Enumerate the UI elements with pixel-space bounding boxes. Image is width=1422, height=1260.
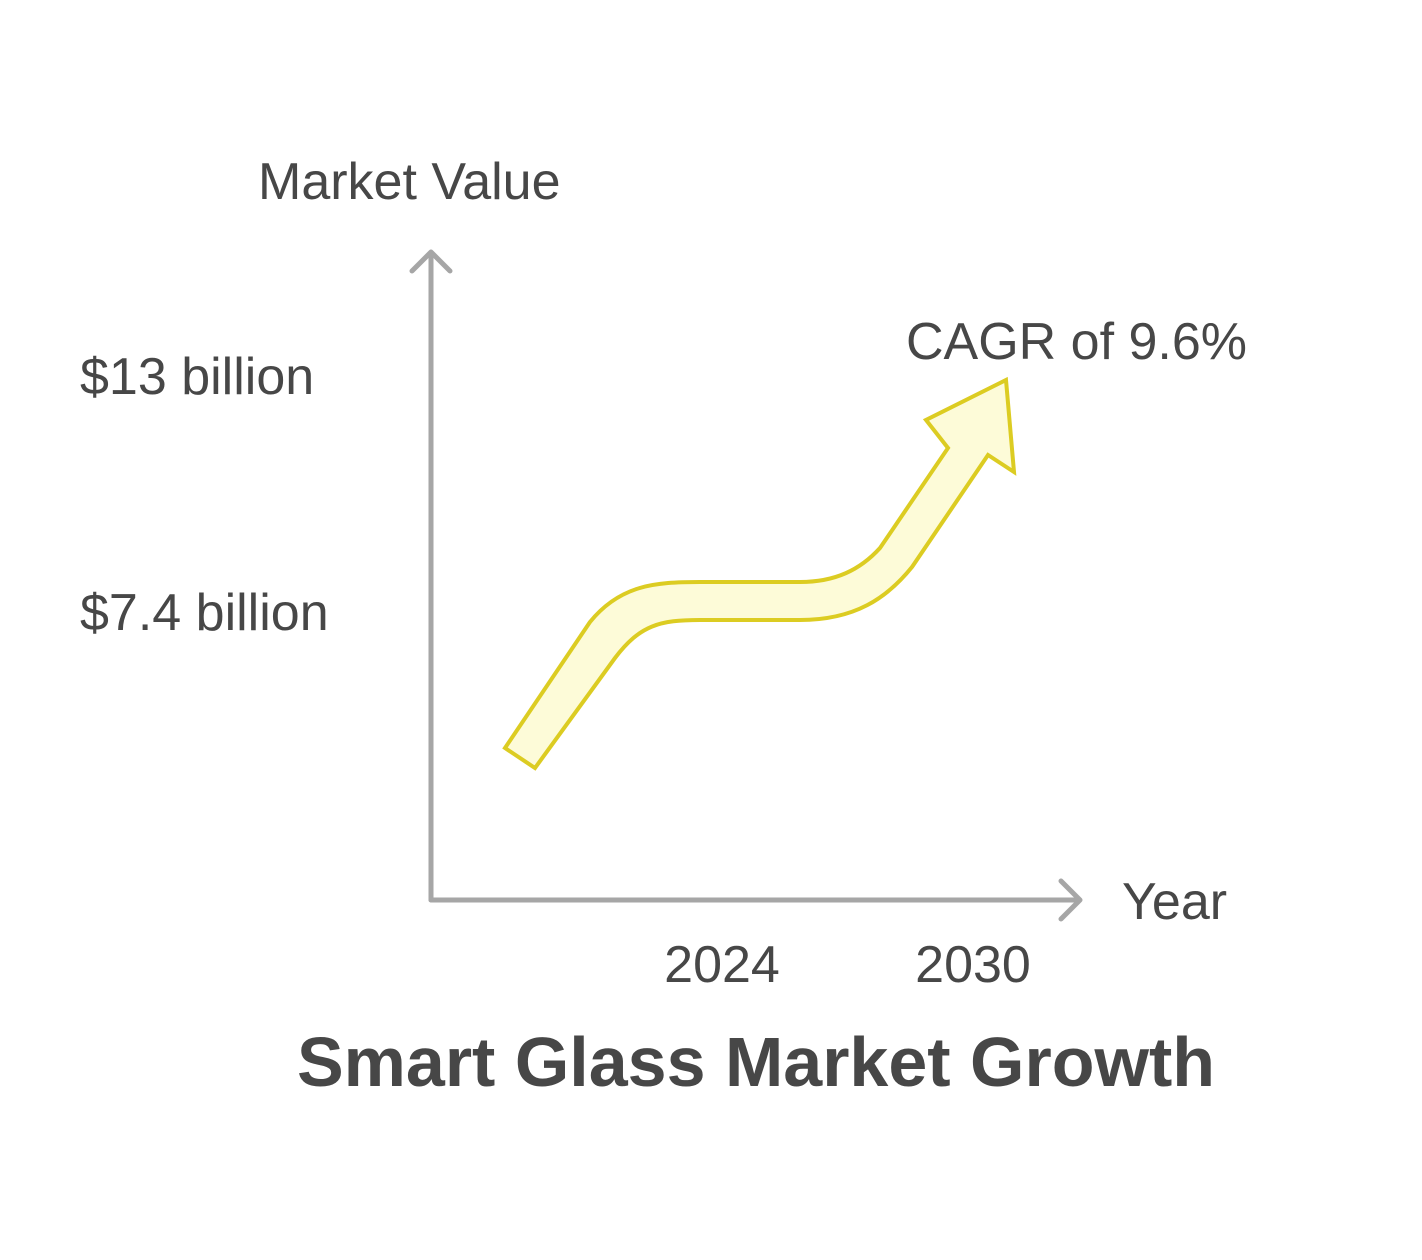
chart-title: Smart Glass Market Growth [297,1023,1215,1101]
y-axis-arrowhead [409,249,453,274]
growth-arrow [502,376,1017,771]
x-axis-label: Year [1122,873,1227,931]
x-tick-label: 2024 [664,936,780,994]
y-axis-label: Market Value [258,153,561,211]
axes [409,249,1083,922]
y-tick-label: $13 billion [80,348,314,406]
x-tick-label: 2030 [915,936,1031,994]
x-axis-arrowhead [1058,878,1083,922]
cagr-annotation: CAGR of 9.6% [906,313,1247,371]
y-tick-label: $7.4 billion [80,584,329,642]
